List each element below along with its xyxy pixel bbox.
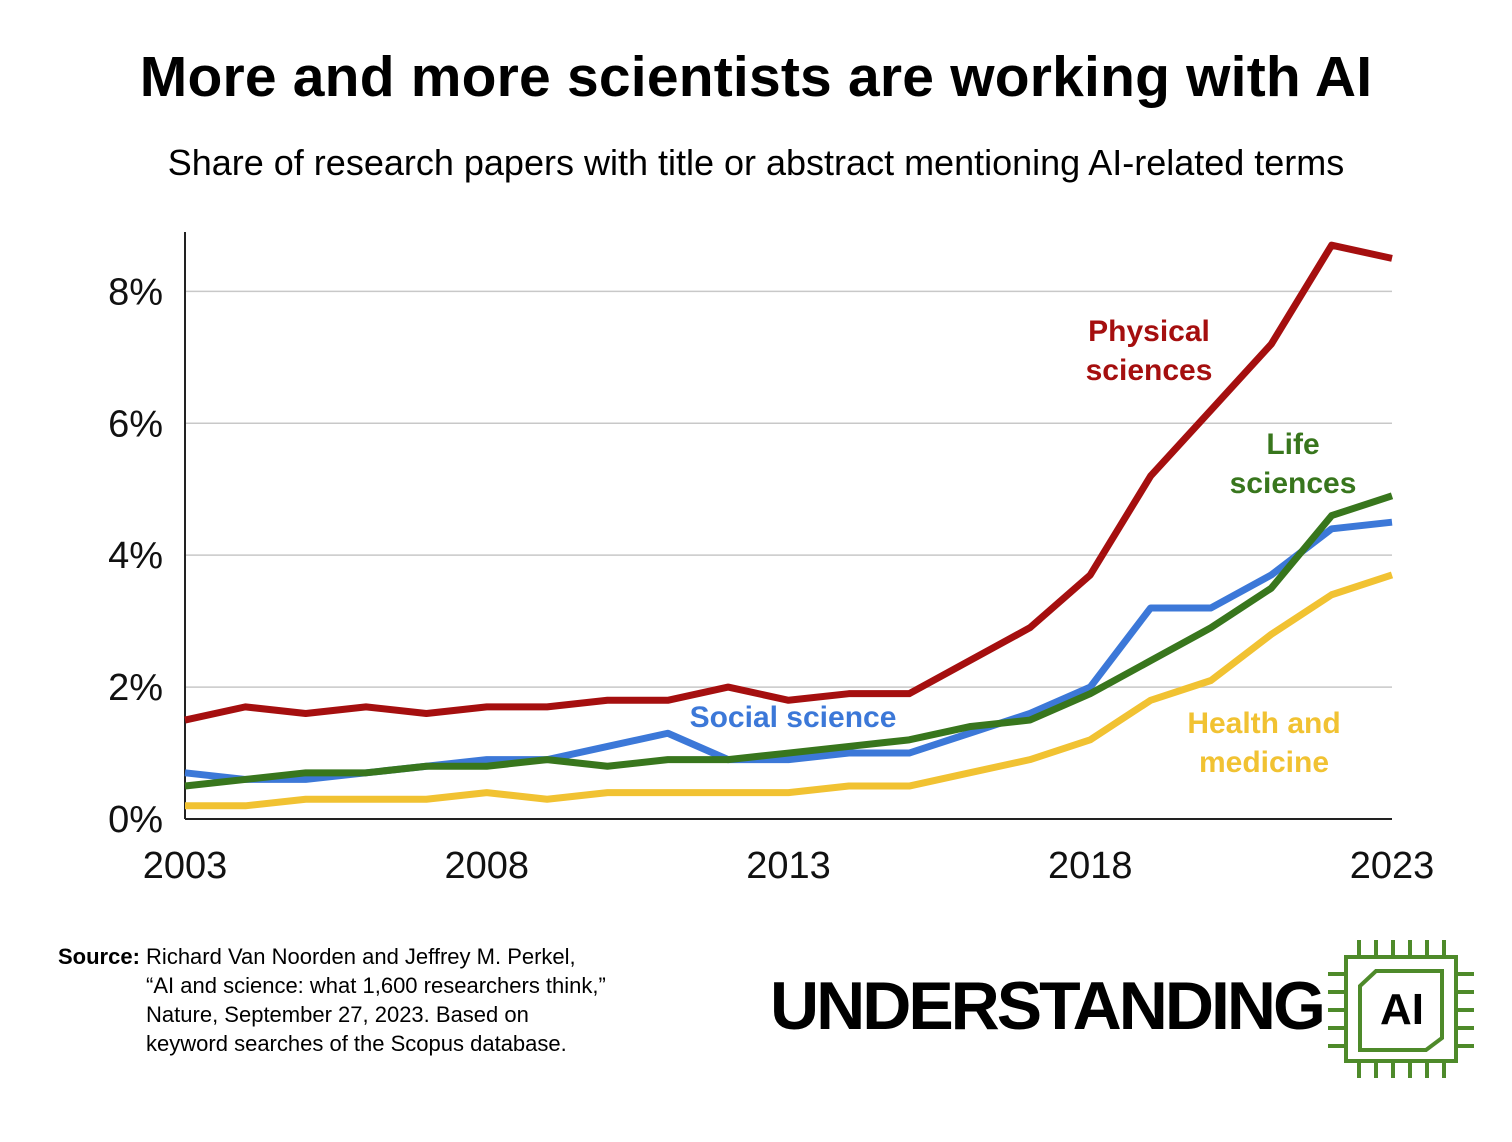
x-tick-label: 2013 (746, 845, 831, 887)
ai-chip-logo (1328, 940, 1474, 1078)
series-label: Social science (690, 701, 897, 734)
y-tick-label: 2% (108, 667, 163, 709)
series-label: sciences (1086, 354, 1213, 387)
chart-title: More and more scientists are working wit… (139, 45, 1373, 109)
series-line (184, 241, 1393, 724)
series-line (184, 492, 1394, 790)
line-chart: 0% 2% 4% 6% 8% 2003 2008 2013 2018 2023 Physical sc… (108, 232, 1435, 887)
x-tick-label: 2003 (143, 845, 228, 887)
x-tick-label: 2008 (444, 845, 529, 887)
x-tick-label: 2023 (1350, 845, 1435, 887)
source-note: Source: Richard Van Noorden and Jeffrey … (58, 942, 686, 1058)
series-label: Health and (1187, 707, 1340, 740)
series-line (185, 571, 1394, 810)
series-label: medicine (1199, 746, 1329, 779)
source-text: Richard Van Noorden and Jeffrey M. Perke… (146, 944, 606, 1056)
y-tick-label: 4% (108, 535, 163, 577)
series-label: Life (1266, 428, 1319, 461)
series-label: sciences (1230, 467, 1357, 500)
chip-outline (1358, 969, 1444, 1052)
chart-subtitle: Share of research papers with title or a… (167, 142, 1345, 183)
series-line (184, 518, 1393, 783)
chip-logo-text: AI (1380, 985, 1424, 1034)
y-tick-label: 6% (108, 403, 163, 445)
brand-wordmark: UNDERSTANDING (770, 968, 1326, 1044)
x-tick-label: 2018 (1048, 845, 1133, 887)
source-label: Source: (58, 944, 140, 969)
y-tick-label: 8% (108, 271, 163, 313)
y-tick-label: 0% (108, 799, 163, 841)
series-label: Physical (1088, 315, 1210, 348)
